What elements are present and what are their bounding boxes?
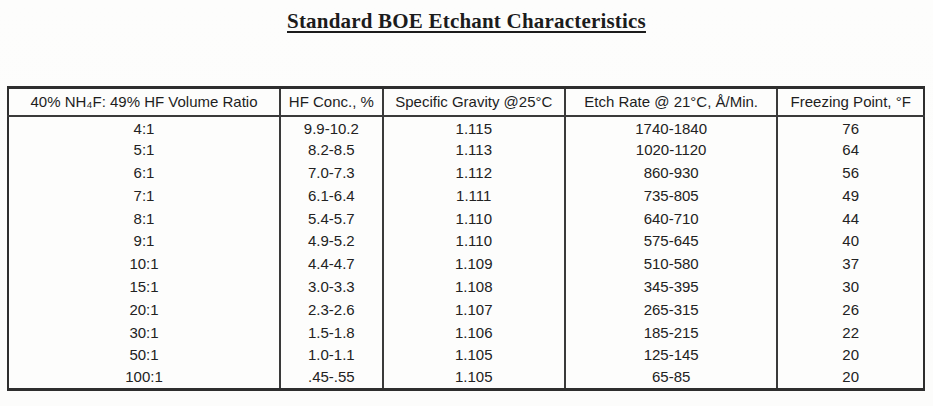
table-cell: 20 — [777, 366, 924, 389]
table-cell: 1.107 — [383, 298, 565, 321]
table-cell: 860-930 — [565, 161, 778, 184]
table-cell: 6:1 — [8, 161, 280, 184]
table-cell: 1.110 — [383, 229, 565, 252]
table-row: 9:14.9-5.21.110575-64540 — [8, 229, 924, 252]
table-cell: 9:1 — [8, 229, 280, 252]
table-cell: 49 — [777, 184, 924, 207]
table-row: 100:1.45-.551.10565-8520 — [8, 366, 924, 389]
table-cell: 735-805 — [565, 184, 778, 207]
table-cell: 1.109 — [383, 252, 565, 275]
boe-etchant-characteristics-table: 40% NH₄F: 49% HF Volume Ratio HF Conc., … — [7, 86, 925, 391]
table-cell: 1.5-1.8 — [280, 321, 383, 344]
table-cell: 640-710 — [565, 207, 778, 230]
page-title: Standard BOE Etchant Characteristics — [0, 0, 933, 34]
table-cell: 1020-1120 — [565, 138, 778, 161]
table-row: 4:19.9-10.21.1151740-184076 — [8, 116, 924, 139]
table-cell: 26 — [777, 298, 924, 321]
table-row: 7:16.1-6.41.111735-80549 — [8, 184, 924, 207]
table-cell: 3.0-3.3 — [280, 275, 383, 298]
table-cell: 65-85 — [565, 366, 778, 389]
table-cell: 50:1 — [8, 343, 280, 366]
column-header-freezing-point: Freezing Point, °F — [777, 88, 924, 116]
table-row: 30:11.5-1.81.106185-21522 — [8, 321, 924, 344]
table-cell: 44 — [777, 207, 924, 230]
table-cell: 1.105 — [383, 366, 565, 389]
table-cell: 9.9-10.2 — [280, 116, 383, 139]
table-cell: 575-645 — [565, 229, 778, 252]
table-row: 5:18.2-8.51.1131020-112064 — [8, 138, 924, 161]
table-cell: 345-395 — [565, 275, 778, 298]
table-cell: 1.105 — [383, 343, 565, 366]
table-row: 15:13.0-3.31.108345-39530 — [8, 275, 924, 298]
table-body: 4:19.9-10.21.1151740-1840765:18.2-8.51.1… — [8, 116, 924, 390]
table-row: 6:17.0-7.31.112860-93056 — [8, 161, 924, 184]
table-cell: 4.9-5.2 — [280, 229, 383, 252]
table-cell: 510-580 — [565, 252, 778, 275]
table-row: 8:15.4-5.71.110640-71044 — [8, 207, 924, 230]
table-cell: 5.4-5.7 — [280, 207, 383, 230]
table-cell: 76 — [777, 116, 924, 139]
table-cell: 2.3-2.6 — [280, 298, 383, 321]
table-cell: 6.1-6.4 — [280, 184, 383, 207]
table-cell: 1740-1840 — [565, 116, 778, 139]
table-cell: 1.0-1.1 — [280, 343, 383, 366]
table-cell: 22 — [777, 321, 924, 344]
table-cell: 265-315 — [565, 298, 778, 321]
table-header-row: 40% NH₄F: 49% HF Volume Ratio HF Conc., … — [8, 88, 924, 116]
table-cell: 4.4-4.7 — [280, 252, 383, 275]
table-row: 20:12.3-2.61.107265-31526 — [8, 298, 924, 321]
table-cell: 5:1 — [8, 138, 280, 161]
table-cell: 64 — [777, 138, 924, 161]
table-cell: 20 — [777, 343, 924, 366]
table-row: 50:11.0-1.11.105125-14520 — [8, 343, 924, 366]
table-cell: 7:1 — [8, 184, 280, 207]
column-header-etch-rate: Etch Rate @ 21°C, Å/Min. — [565, 88, 778, 116]
column-header-specific-gravity: Specific Gravity @25°C — [383, 88, 565, 116]
table-cell: 185-215 — [565, 321, 778, 344]
table-cell: 1.113 — [383, 138, 565, 161]
table-cell: 4:1 — [8, 116, 280, 139]
table-cell: 1.108 — [383, 275, 565, 298]
table-cell: 1.111 — [383, 184, 565, 207]
column-header-hf-conc: HF Conc., % — [280, 88, 383, 116]
table-cell: 15:1 — [8, 275, 280, 298]
table-cell: 40 — [777, 229, 924, 252]
column-header-volume-ratio: 40% NH₄F: 49% HF Volume Ratio — [8, 88, 280, 116]
table-cell: 1.110 — [383, 207, 565, 230]
table-cell: 56 — [777, 161, 924, 184]
table-cell: 1.112 — [383, 161, 565, 184]
table-cell: 10:1 — [8, 252, 280, 275]
table-cell: 125-145 — [565, 343, 778, 366]
table-cell: 7.0-7.3 — [280, 161, 383, 184]
table-cell: .45-.55 — [280, 366, 383, 389]
table-cell: 30:1 — [8, 321, 280, 344]
table-cell: 8.2-8.5 — [280, 138, 383, 161]
scanned-document-page: Standard BOE Etchant Characteristics 40%… — [0, 0, 933, 406]
table-cell: 1.115 — [383, 116, 565, 139]
table-cell: 20:1 — [8, 298, 280, 321]
table-cell: 1.106 — [383, 321, 565, 344]
table-cell: 8:1 — [8, 207, 280, 230]
table-row: 10:14.4-4.71.109510-58037 — [8, 252, 924, 275]
table-cell: 30 — [777, 275, 924, 298]
table-cell: 37 — [777, 252, 924, 275]
table-cell: 100:1 — [8, 366, 280, 389]
